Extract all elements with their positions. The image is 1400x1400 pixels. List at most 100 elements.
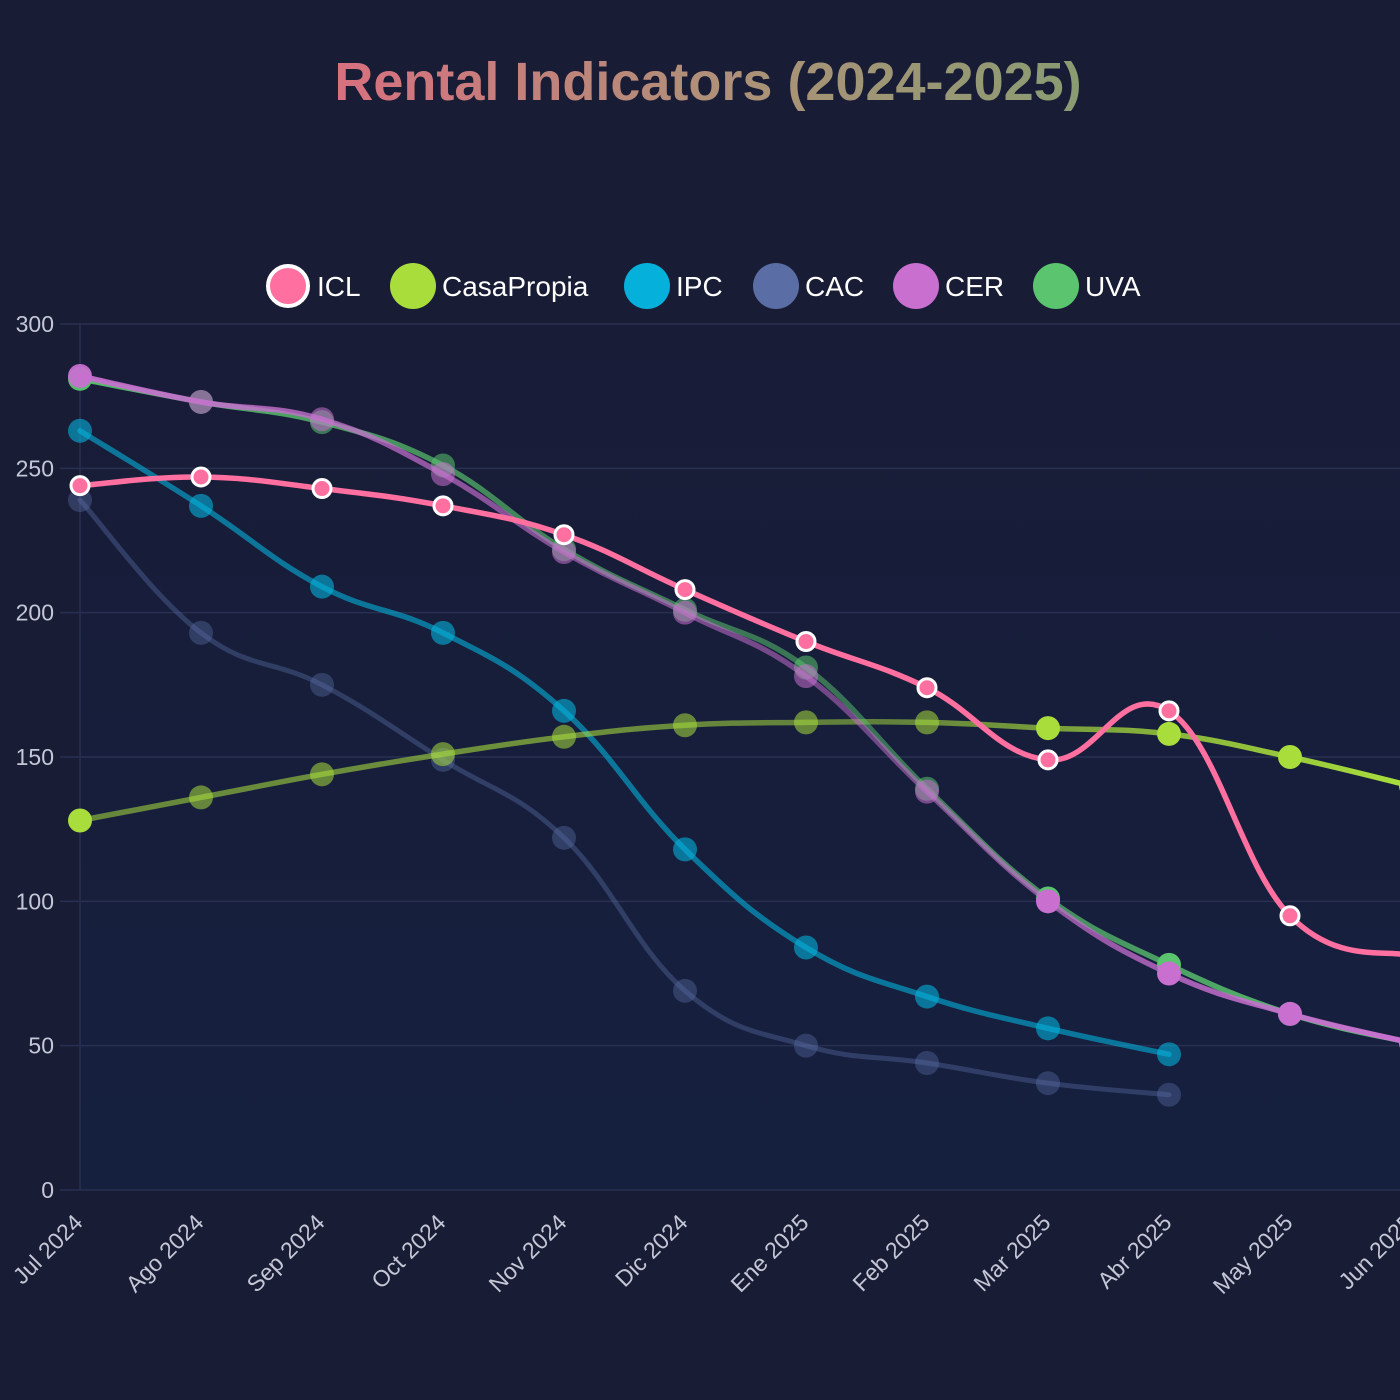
data-point-cac[interactable]	[552, 825, 576, 850]
data-point-ipc[interactable]	[794, 935, 818, 960]
legend-item-cer[interactable]: CER	[893, 263, 1004, 309]
data-point-cac[interactable]	[1036, 1071, 1060, 1096]
legend-swatch	[390, 263, 436, 309]
legend-label: CasaPropia	[442, 271, 589, 302]
legend-label: IPC	[676, 271, 723, 302]
legend-label: CER	[945, 271, 1004, 302]
x-tick-label: Abr 2025	[1092, 1209, 1176, 1293]
y-tick-label: 300	[16, 311, 54, 337]
legend[interactable]: ICL CasaPropia IPC CAC CER UVA	[266, 263, 1141, 309]
legend-item-ipc[interactable]: IPC	[624, 263, 723, 309]
legend-swatch	[893, 263, 939, 309]
data-point-casapropia[interactable]	[310, 762, 334, 787]
data-point-casapropia[interactable]	[1157, 721, 1181, 746]
data-point-icl[interactable]	[916, 677, 938, 699]
data-point-casapropia[interactable]	[552, 724, 576, 749]
y-axis-ticks: 0 50 100 150 200 250 300	[16, 311, 54, 1203]
data-point-cer[interactable]	[68, 363, 92, 388]
series-cer	[68, 363, 1400, 1048]
data-point-icl[interactable]	[1279, 905, 1301, 927]
data-point-icl[interactable]	[1037, 749, 1059, 771]
x-tick-label: Jul 2024	[8, 1209, 88, 1289]
data-point-cac[interactable]	[310, 672, 334, 697]
x-tick-label: Feb 2025	[847, 1209, 934, 1296]
data-point-cer[interactable]	[794, 664, 818, 689]
data-point-cac[interactable]	[915, 1050, 939, 1075]
data-point-ipc[interactable]	[915, 984, 939, 1009]
data-point-icl[interactable]	[1158, 700, 1180, 722]
data-point-icl[interactable]	[553, 524, 575, 546]
series-ipc	[68, 418, 1181, 1067]
x-axis-ticks: Jul 2024 Ago 2024 Sep 2024 Oct 2024 Nov 2024…	[8, 1209, 1400, 1299]
data-point-cer[interactable]	[915, 779, 939, 804]
x-tick-label: Dic 2024	[610, 1209, 693, 1292]
data-point-icl[interactable]	[674, 579, 696, 601]
legend-swatch	[624, 263, 670, 309]
x-tick-label: Ago 2024	[121, 1209, 209, 1297]
data-point-casapropia[interactable]	[431, 742, 455, 767]
data-point-ipc[interactable]	[310, 574, 334, 599]
data-point-ipc[interactable]	[431, 620, 455, 645]
data-point-ipc[interactable]	[189, 493, 213, 518]
data-point-icl[interactable]	[190, 466, 212, 488]
data-point-icl[interactable]	[432, 495, 454, 517]
data-point-casapropia[interactable]	[1278, 745, 1302, 769]
data-point-ipc[interactable]	[552, 698, 576, 723]
data-point-cer[interactable]	[189, 389, 213, 414]
data-point-cer[interactable]	[673, 600, 697, 625]
legend-item-uva[interactable]: UVA	[1033, 263, 1141, 309]
data-point-cac[interactable]	[673, 978, 697, 1003]
data-point-casapropia[interactable]	[915, 710, 939, 735]
data-point-cer[interactable]	[552, 540, 576, 565]
legend-swatch	[1033, 263, 1079, 309]
x-tick-label: Oct 2024	[366, 1209, 451, 1294]
legend-item-casapropia[interactable]: CasaPropia	[390, 263, 589, 309]
y-tick-label: 100	[16, 888, 54, 914]
data-point-casapropia[interactable]	[794, 710, 818, 735]
x-tick-label: Jun 2025	[1333, 1209, 1400, 1294]
data-point-cer[interactable]	[431, 462, 455, 487]
legend-label: UVA	[1085, 271, 1141, 302]
legend-swatch	[266, 264, 310, 308]
grid-lines	[60, 323, 1400, 1191]
legend-item-icl[interactable]: ICL	[266, 264, 361, 308]
data-point-cac[interactable]	[189, 620, 213, 645]
data-point-cac[interactable]	[794, 1033, 818, 1058]
data-point-icl[interactable]	[69, 475, 91, 497]
data-point-icl[interactable]	[795, 631, 817, 653]
y-tick-label: 50	[28, 1033, 54, 1059]
legend-label: ICL	[317, 271, 361, 302]
series-casapropia	[68, 710, 1400, 833]
data-point-cer[interactable]	[1278, 1001, 1302, 1026]
series-line-casapropia	[77, 718, 1400, 824]
data-point-icl[interactable]	[311, 478, 333, 500]
x-tick-label: Nov 2024	[484, 1209, 572, 1297]
data-point-cac[interactable]	[1157, 1082, 1181, 1107]
legend-label: CAC	[805, 271, 864, 302]
data-point-ipc[interactable]	[1157, 1042, 1181, 1067]
x-tick-label: Sep 2024	[242, 1209, 330, 1297]
data-point-casapropia[interactable]	[673, 713, 697, 738]
series-line-ipc	[77, 428, 1172, 1058]
data-point-ipc[interactable]	[673, 837, 697, 862]
y-tick-label: 250	[16, 455, 54, 481]
data-point-cer[interactable]	[310, 407, 334, 432]
legend-item-cac[interactable]: CAC	[753, 263, 864, 309]
series-icl	[69, 466, 1400, 957]
data-point-cer[interactable]	[1157, 961, 1181, 986]
x-tick-label: Ene 2025	[726, 1209, 814, 1297]
series-line-cac	[77, 497, 1172, 1098]
data-point-cer[interactable]	[1036, 889, 1060, 914]
data-point-casapropia[interactable]	[68, 808, 92, 833]
y-tick-label: 0	[41, 1177, 54, 1203]
y-tick-label: 150	[16, 744, 54, 770]
y-tick-label: 200	[16, 600, 54, 626]
data-point-ipc[interactable]	[1036, 1016, 1060, 1041]
data-point-casapropia[interactable]	[189, 785, 213, 810]
x-tick-label: May 2025	[1208, 1209, 1298, 1299]
legend-swatch	[753, 263, 799, 309]
data-point-casapropia[interactable]	[1036, 716, 1060, 741]
data-point-ipc[interactable]	[68, 418, 92, 443]
